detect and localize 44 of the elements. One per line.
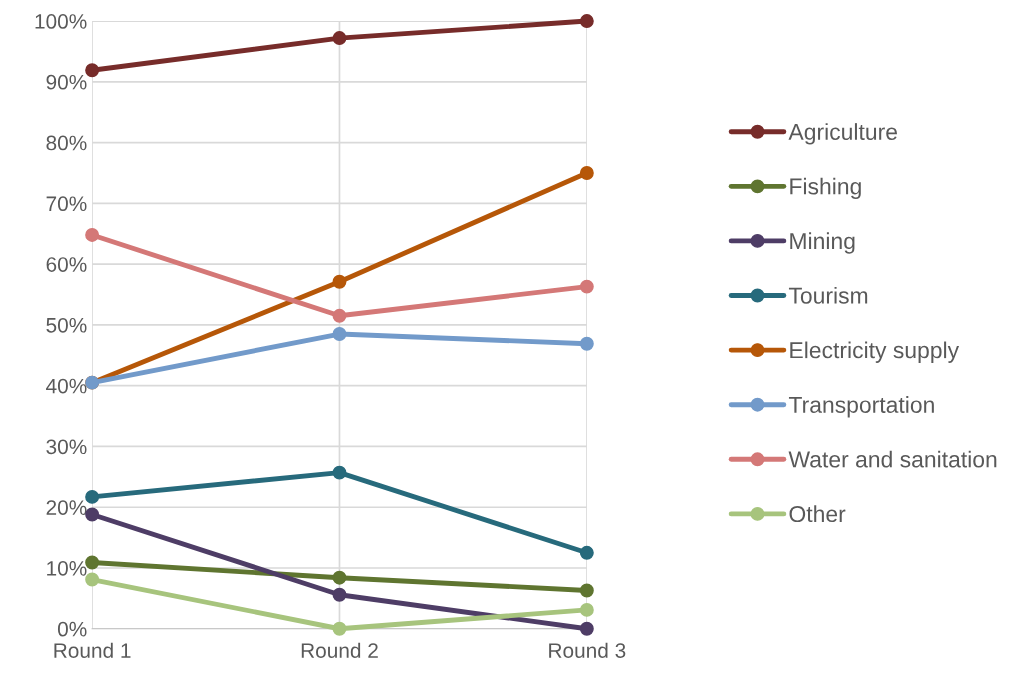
y-tick-label: 100% [35,14,87,29]
point [579,14,594,28]
point [85,63,100,78]
point [332,570,347,585]
point [85,572,100,587]
point [85,507,100,522]
point [85,489,100,504]
y-tick-label: 10% [47,560,87,576]
y-tick-label: 70% [46,196,87,212]
point [332,274,347,289]
point [85,228,100,242]
legend-label: Tourism [788,286,868,304]
legend-label: Water and sanitation [788,450,997,468]
y-tick-label: 80% [46,135,87,151]
point [579,279,594,294]
x-tick-label: Round 3 [549,642,626,658]
point [579,583,594,598]
y-tick-label: 60% [46,257,87,272]
legend-label: Fishing [790,177,861,200]
point [332,587,347,602]
point [579,545,594,560]
legend-label: Other [789,505,846,523]
legend-label: Mining [790,232,855,254]
y-tick-label: 20% [46,500,87,515]
legend-label: Transportation [788,396,934,418]
point [579,621,594,636]
point [85,555,100,570]
point [579,602,594,617]
y-tick-label: 0% [57,621,87,637]
point [332,621,347,636]
y-tick-label: 90% [46,74,87,90]
point [579,166,594,180]
point [579,336,594,351]
legend-label: Electricity supply [790,341,960,363]
y-tick-label: 50% [46,317,87,333]
x-tick-label: Round 2 [301,642,378,658]
point [332,327,347,341]
y-tick-label: 30% [46,439,87,455]
point [332,31,347,46]
point [332,308,347,323]
point [332,465,347,480]
x-tick-label: Round 1 [54,642,131,658]
y-tick-label: 40% [46,378,87,394]
legend-label: Agriculture [788,123,897,145]
